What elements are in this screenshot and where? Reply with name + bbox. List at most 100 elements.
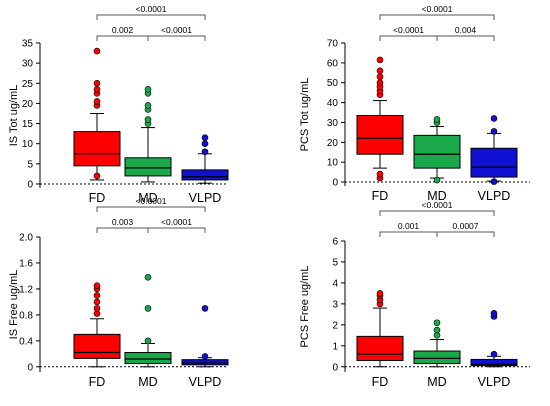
outlier-point xyxy=(433,326,441,334)
y-tick-label: 4 xyxy=(332,278,338,289)
chart-panel-4: 0 1 2 3 4 5 6 PCS Free ug/mL FD MD VLPD <0.0001 0.00… xyxy=(299,200,530,389)
box-md xyxy=(413,319,461,368)
p-value-label: <0.0001 xyxy=(161,25,192,35)
box-vlpd xyxy=(470,310,518,368)
significance-bracket: 0.002 xyxy=(96,25,149,41)
significance-bracket: <0.0001 xyxy=(147,217,206,233)
interquartile-box xyxy=(124,157,172,177)
y-tick-label: 0 xyxy=(27,179,33,190)
p-value-label: <0.0001 xyxy=(136,196,167,206)
bracket-line xyxy=(379,35,438,41)
outlier-point xyxy=(490,310,498,317)
p-value-label: <0.0001 xyxy=(422,200,453,210)
y-axis-label: IS Free ug/mL xyxy=(8,270,20,340)
significance-bracket: <0.0001 xyxy=(379,200,495,216)
outlier-point xyxy=(93,86,101,93)
outlier-point xyxy=(376,290,384,297)
y-tick-label: 0 xyxy=(332,362,338,373)
y-tick-label: 25 xyxy=(22,79,34,90)
y-tick-label: 6 xyxy=(332,237,338,248)
p-value-label: <0.0001 xyxy=(422,4,453,14)
y-tick-label: 50 xyxy=(327,78,339,89)
p-value-label: 0.004 xyxy=(455,25,477,35)
outlier-point xyxy=(376,56,384,64)
outlier-point xyxy=(144,273,152,281)
interquartile-box xyxy=(181,359,229,366)
outlier-point xyxy=(144,337,152,345)
bracket-line xyxy=(96,227,149,233)
outlier-point xyxy=(93,305,101,312)
bracket-line xyxy=(379,231,438,237)
outlier-point xyxy=(93,298,101,306)
y-tick-label: 30 xyxy=(22,59,34,70)
x-category-label: FD xyxy=(372,189,389,203)
x-category-label: MD xyxy=(138,191,157,205)
y-tick-label: 10 xyxy=(327,158,339,169)
p-value-label: <0.0001 xyxy=(136,4,167,14)
outlier-point xyxy=(201,140,209,147)
significance-bracket: <0.0001 xyxy=(379,25,438,41)
interquartile-box xyxy=(413,350,461,365)
outlier-point xyxy=(376,73,384,81)
bracket-line xyxy=(379,14,495,20)
x-category-label: VLPD xyxy=(478,375,511,389)
p-value-label: 0.003 xyxy=(112,217,134,227)
outlier-point xyxy=(376,170,384,178)
box-vlpd xyxy=(470,115,518,185)
outlier-point xyxy=(93,292,101,299)
outlier-point xyxy=(201,148,209,156)
box-vlpd xyxy=(181,305,229,368)
outlier-point xyxy=(93,282,101,289)
outlier-point xyxy=(93,47,101,55)
y-tick-label: 10 xyxy=(22,139,34,150)
significance-bracket: <0.0001 xyxy=(96,196,206,212)
box-fd xyxy=(73,47,121,181)
significance-bracket: <0.0001 xyxy=(147,25,206,41)
chart-panel-3: 0 0.4 0.8 1.2 1.6 2.0 IS Free ug/mL FD MD VLPD <0.… xyxy=(8,196,229,389)
interquartile-box xyxy=(73,131,121,167)
y-tick-label: 40 xyxy=(327,98,339,109)
y-tick-label: 15 xyxy=(22,119,34,130)
bracket-line xyxy=(436,231,495,237)
y-tick-label: 2.0 xyxy=(19,233,33,244)
y-tick-label: 5 xyxy=(27,159,33,170)
interquartile-box xyxy=(356,335,404,361)
x-category-label: FD xyxy=(89,375,106,389)
outlier-point xyxy=(144,102,152,109)
x-category-label: FD xyxy=(89,191,106,205)
outlier-point xyxy=(490,128,498,135)
y-axis-label: IS Tot ug/mL xyxy=(8,85,20,147)
outlier-point xyxy=(376,79,384,87)
p-value-label: 0.001 xyxy=(398,221,420,231)
outlier-point xyxy=(144,86,152,93)
p-value-label: <0.0001 xyxy=(393,25,424,35)
y-axis-label: PCS Tot ug/mL xyxy=(299,78,311,152)
y-tick-label: 20 xyxy=(327,138,339,149)
y-tick-label: 1.2 xyxy=(19,284,33,295)
significance-bracket: 0.0007 xyxy=(436,221,495,237)
y-tick-label: 0.4 xyxy=(19,336,33,347)
interquartile-box xyxy=(124,352,172,365)
box-fd xyxy=(73,282,121,368)
outlier-point xyxy=(201,305,209,312)
outlier-point xyxy=(93,79,101,87)
outlier-point xyxy=(433,176,441,184)
box-md xyxy=(124,86,172,183)
outlier-point xyxy=(433,116,441,123)
outlier-point xyxy=(93,172,101,180)
interquartile-box xyxy=(73,333,121,359)
significance-bracket: <0.0001 xyxy=(96,4,206,20)
y-tick-label: 0 xyxy=(332,178,338,189)
x-category-label: MD xyxy=(138,375,157,389)
interquartile-box xyxy=(470,358,518,367)
bracket-line xyxy=(96,14,206,20)
bracket-line xyxy=(436,35,495,41)
interquartile-box xyxy=(181,169,229,181)
bracket-line xyxy=(147,227,206,233)
y-tick-label: 70 xyxy=(327,39,339,50)
bracket-line xyxy=(96,206,206,212)
y-tick-label: 3 xyxy=(332,299,338,310)
x-category-label: MD xyxy=(427,189,446,203)
y-axis-label: PCS Free ug/mL xyxy=(299,266,311,348)
